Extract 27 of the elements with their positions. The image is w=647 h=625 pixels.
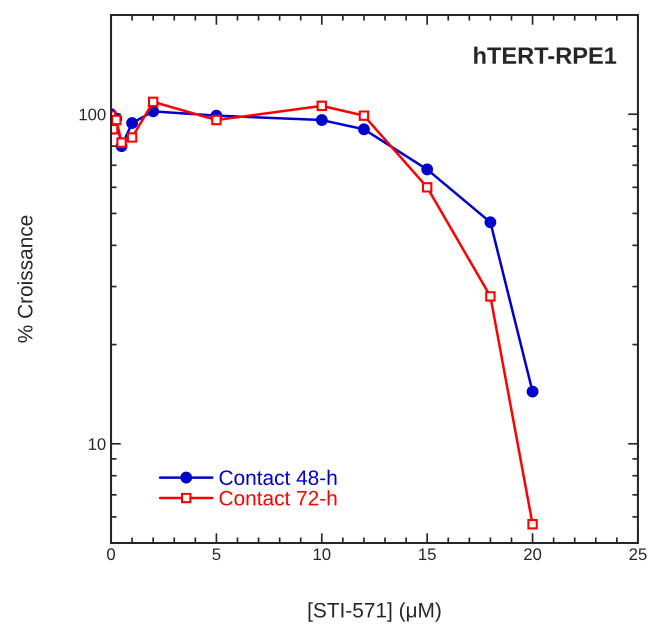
point [126, 117, 138, 129]
point [421, 164, 434, 176]
point [358, 123, 370, 136]
point [422, 182, 432, 193]
point [316, 100, 328, 112]
point [358, 110, 370, 121]
point [526, 386, 538, 398]
x-tick-label: 0 [107, 548, 116, 560]
legend-label: Contact 72-h [220, 490, 336, 506]
x-tick-label: 10 [314, 548, 330, 560]
legend-label: Contact 48-h [220, 470, 336, 486]
point [527, 519, 538, 530]
point [148, 96, 158, 108]
point [485, 291, 496, 302]
point [116, 137, 127, 148]
point [484, 216, 496, 228]
annotation: hTERT-RPE1 [474, 46, 616, 64]
y-axis-title: % Croissance [17, 216, 33, 343]
x-tick-label: 25 [630, 548, 647, 560]
point [126, 132, 138, 143]
y-tick-label: 100 [80, 108, 106, 120]
x-tick-label: 15 [419, 548, 436, 560]
x-tick-label: 5 [212, 548, 220, 560]
x-axis-title: [STI-571] (μM) [308, 602, 441, 622]
point [316, 114, 328, 126]
point [211, 114, 222, 126]
x-tick-label: 20 [524, 548, 542, 560]
